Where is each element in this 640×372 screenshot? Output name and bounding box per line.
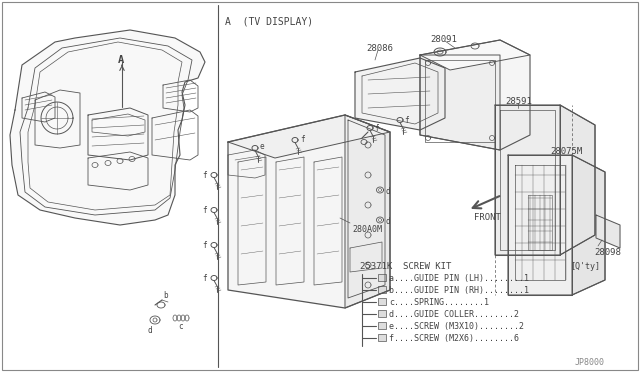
Text: d: d: [148, 326, 152, 335]
Text: A: A: [118, 55, 124, 65]
Text: 280A0M: 280A0M: [352, 225, 382, 234]
Polygon shape: [420, 55, 500, 150]
Text: 28086: 28086: [366, 44, 393, 53]
Text: c: c: [178, 322, 182, 331]
Polygon shape: [345, 115, 390, 308]
Text: FRONT: FRONT: [474, 213, 501, 222]
Polygon shape: [495, 105, 595, 255]
Text: 28091: 28091: [430, 35, 457, 44]
Text: d: d: [385, 187, 390, 196]
Text: e....SCREW (M3X10)........2: e....SCREW (M3X10)........2: [389, 322, 524, 331]
Text: 28591: 28591: [505, 97, 532, 106]
Text: f: f: [202, 274, 207, 283]
Text: f: f: [404, 116, 408, 125]
Text: f: f: [202, 241, 207, 250]
Polygon shape: [560, 105, 595, 255]
Text: b....GUIDE PIN (RH)........1: b....GUIDE PIN (RH)........1: [389, 286, 529, 295]
Polygon shape: [508, 155, 605, 295]
Text: f: f: [374, 124, 379, 133]
Text: f: f: [202, 171, 207, 180]
Text: f....SCREW (M2X6)........6: f....SCREW (M2X6)........6: [389, 334, 519, 343]
Bar: [378, 322, 386, 329]
Text: f: f: [300, 135, 305, 144]
Polygon shape: [228, 115, 390, 308]
Bar: [378, 274, 386, 281]
Text: b: b: [163, 291, 168, 300]
Polygon shape: [508, 155, 572, 295]
Polygon shape: [355, 58, 445, 130]
Text: d....GUIDE COLLER........2: d....GUIDE COLLER........2: [389, 310, 519, 319]
Polygon shape: [420, 40, 530, 70]
Text: 28075M: 28075M: [550, 147, 582, 156]
Polygon shape: [420, 40, 530, 150]
Text: e: e: [260, 142, 264, 151]
Text: c....SPRING........1: c....SPRING........1: [389, 298, 489, 307]
Text: A  (TV DISPLAY): A (TV DISPLAY): [225, 17, 313, 27]
Bar: [378, 286, 386, 293]
Text: f: f: [202, 206, 207, 215]
Polygon shape: [495, 105, 560, 255]
Bar: [378, 310, 386, 317]
Bar: [378, 298, 386, 305]
Text: JP8000: JP8000: [575, 358, 605, 367]
Bar: [378, 334, 386, 341]
Polygon shape: [596, 215, 620, 248]
Text: a....GUIDE PIN (LH)........1: a....GUIDE PIN (LH)........1: [389, 274, 529, 283]
Text: [Q'ty]: [Q'ty]: [570, 262, 600, 271]
Text: d: d: [385, 217, 390, 226]
Polygon shape: [572, 155, 605, 295]
Polygon shape: [228, 115, 390, 158]
Text: 28098: 28098: [594, 248, 621, 257]
Polygon shape: [10, 30, 205, 225]
Text: 25371K  SCREW KIT: 25371K SCREW KIT: [360, 262, 451, 271]
